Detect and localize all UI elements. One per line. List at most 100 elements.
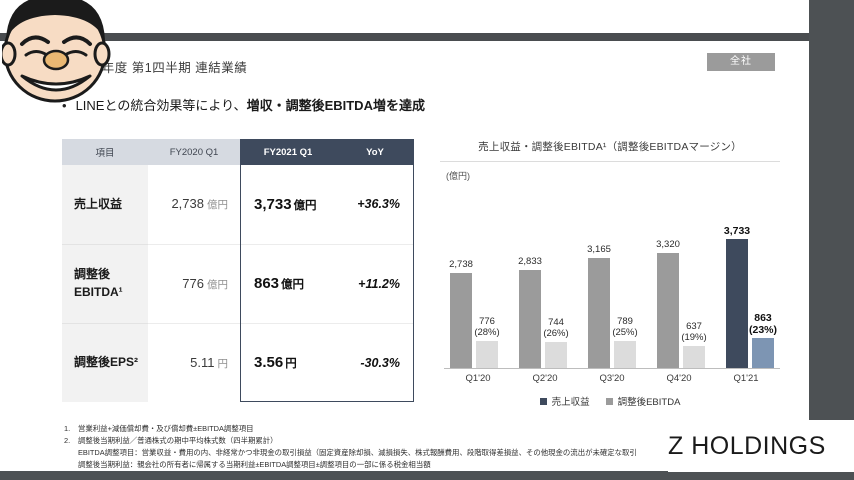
value: 3.56: [254, 354, 284, 372]
unit: 億円: [281, 279, 305, 291]
footnote-number: 2.: [64, 435, 71, 445]
legend-ebitda: 調整後EBITDA: [605, 394, 681, 408]
unit: 円: [285, 358, 297, 371]
bar-ebitda-wrap: 863 (23%): [749, 312, 777, 368]
z-holdings-logo: Z HOLDINGS: [668, 431, 826, 460]
legend-revenue-label: 売上収益: [551, 397, 590, 408]
bar-revenue-wrap: 3,165: [587, 244, 611, 368]
bar-ebitda-label: 863 (23%): [748, 311, 778, 336]
footnote-sub-text: EBITDA調整項目：営業収益・費用の内、非経常かつ非現金の取引損益（固定資産除…: [78, 447, 637, 457]
value: 2,738: [171, 196, 204, 212]
letterbox-right: [809, 0, 854, 480]
letterbox-top: [0, 0, 809, 33]
bar-revenue-wrap: 3,320: [656, 239, 680, 368]
footnote-sub-text: 調整後当期利益：親会社の所有者に帰属する当期利益±EBITDA調整項目±調整項目…: [78, 459, 431, 469]
chart-group-Q320: 3,165 789 (25%): [582, 244, 642, 368]
bar-ebitda-label: 776 (28%): [474, 316, 500, 339]
headline-text-bold: 増収・調整後EBITDA増を達成: [246, 98, 425, 113]
unit: 億円: [207, 199, 228, 212]
value: 863: [254, 275, 280, 292]
footnote-number: 1.: [64, 424, 71, 433]
legend-ebitda-swatch: [605, 397, 613, 405]
value: 776: [182, 275, 204, 291]
bar-revenue-label: 3,733: [723, 224, 751, 237]
bar-ebitda-wrap: 637 (19%): [681, 321, 707, 368]
bullet-icon: •: [62, 98, 67, 113]
bar-ebitda-label: 637 (19%): [681, 321, 707, 344]
col-header-yoy: YoY: [336, 139, 414, 165]
table-header-row: 項目 FY2020 Q1 FY2021 Q1 YoY: [62, 139, 414, 165]
cell-revenue-fy2020: 2,738 億円: [148, 165, 240, 245]
legend-revenue-swatch: [539, 397, 547, 405]
legend-revenue: 売上収益: [539, 394, 590, 408]
chart-unit-label: (億円): [446, 171, 470, 181]
results-table: 項目 FY2020 Q1 FY2021 Q1 YoY 売上収益 2,738 億円 …: [62, 139, 414, 402]
bar-revenue: 2,833: [518, 256, 542, 368]
cell-ebitda-fy2020: 776 億円: [148, 244, 240, 324]
letterbox-bottom: [0, 472, 854, 480]
chart-group-Q120: 2,738 776 (28%): [444, 259, 504, 368]
bar-ebitda: 789 (25%): [612, 316, 638, 368]
x-tick-Q121: Q1'21: [733, 373, 759, 384]
footnote-text: 調整後当期利益／普通株式の期中平均株式数（四半期累計）: [78, 435, 278, 445]
headline-text: LINEとの統合効果等により、増収・調整後EBITDA増を達成: [76, 95, 425, 114]
bar-ebitda: 744 (26%): [543, 317, 569, 368]
label-line-1: 調整後: [74, 267, 111, 282]
bar-ebitda-wrap: 776 (28%): [474, 316, 500, 368]
bar-ebitda-label: 744 (26%): [543, 317, 569, 340]
value: 3,733: [254, 195, 292, 213]
chart-bar-groups: 2,738 776 (28%) 2,833 744 (26%) 3,165 789 (25%) 3…: [444, 184, 780, 368]
bar-revenue: 2,738: [449, 259, 473, 368]
value: 5.11: [190, 354, 215, 370]
letterbox-separator: [0, 33, 809, 41]
col-header-fy2021q1: FY2021 Q1: [240, 139, 336, 165]
x-tick-Q120: Q1'20: [465, 373, 491, 384]
unit: 億円: [293, 199, 317, 212]
bar-ebitda-wrap: 744 (26%): [543, 317, 569, 368]
chart-legend: 売上収益 調整後EBITDA: [440, 394, 780, 408]
row-label-eps: 調整後EPS²: [62, 323, 148, 402]
cell-eps-fy2021: 3.56 円: [240, 323, 336, 402]
x-tick-Q420: Q4'20: [666, 373, 692, 384]
bar-chart: 売上収益・調整後EBITDA¹（調整後EBITDAマージン） (億円) 2,73…: [440, 139, 780, 414]
headline-text-normal: LINEとの統合効果等により、: [75, 98, 247, 113]
bar-ebitda-label: 789 (25%): [612, 316, 638, 339]
footnotes: 1. 営業利益+減価償却費・及び償却費±EBITDA調整項目 2. 調整後当期利…: [64, 423, 804, 471]
cell-eps-yoy: -30.3%: [336, 323, 414, 402]
bar-revenue-label: 3,320: [656, 239, 680, 251]
bar-revenue-label: 3,165: [587, 244, 611, 256]
chart-x-tick-labels: Q1'20 Q2'20 Q3'20 Q4'20 Q1'21: [448, 373, 776, 384]
label-line-2: EBITDA¹: [74, 284, 123, 299]
presentation-slide: 2021年度 第1四半期 連結業績 全社 • LINEとの統合効果等により、増収…: [0, 41, 809, 471]
cell-ebitda-yoy: +11.2%: [336, 244, 414, 324]
unit: 億円: [207, 278, 228, 291]
footnote-item: 2. 調整後当期利益／普通株式の期中平均株式数（四半期累計）: [64, 435, 804, 447]
cell-eps-fy2020: 5.11 円: [148, 323, 240, 402]
legend-ebitda-label: 調整後EBITDA: [617, 397, 681, 408]
row-label-ebitda: 調整後 EBITDA¹: [62, 244, 148, 324]
cell-ebitda-fy2021: 863 億円: [240, 244, 336, 324]
footnote-item: 1. 営業利益+減価償却費・及び償却費±EBITDA調整項目: [64, 423, 804, 435]
bar-ebitda: 776 (28%): [474, 316, 500, 368]
table-row: 売上収益 2,738 億円 3,733 億円 +36.3%: [62, 165, 414, 245]
x-tick-Q220: Q2'20: [532, 373, 558, 384]
bar-revenue-label: 2,738: [449, 259, 473, 271]
bar-revenue: 3,733: [724, 225, 750, 368]
cell-revenue-yoy: +36.3%: [336, 165, 414, 245]
bar-revenue-wrap: 2,833: [518, 256, 542, 368]
status-badge: 全社: [707, 53, 775, 71]
presenter-avatar: [0, 0, 112, 104]
row-label-revenue: 売上収益: [62, 165, 148, 245]
avatar-face-icon: [0, 0, 111, 103]
col-header-item: 項目: [62, 139, 148, 165]
x-tick-Q320: Q3'20: [599, 373, 625, 384]
col-header-fy2020q1: FY2020 Q1: [148, 139, 240, 165]
chart-title: 売上収益・調整後EBITDA¹（調整後EBITDAマージン）: [440, 139, 780, 162]
brand-logo-container: Z HOLDINGS: [668, 420, 854, 472]
table-row: 調整後EPS² 5.11 円 3.56 円 -30.3%: [62, 323, 414, 402]
bar-ebitda-wrap: 789 (25%): [612, 316, 638, 368]
unit: 円: [217, 357, 229, 370]
bar-revenue: 3,165: [587, 244, 611, 368]
cell-revenue-fy2021: 3,733 億円: [240, 165, 336, 245]
